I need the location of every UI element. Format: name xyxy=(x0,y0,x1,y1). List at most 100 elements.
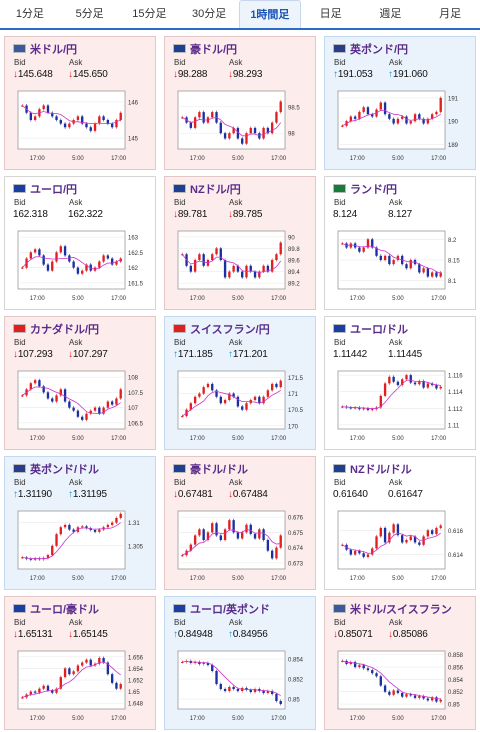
rate-card[interactable]: ユーロ/豪ドル Bid Ask 1.65131 1.65145 1.6561.6… xyxy=(4,596,156,730)
pair-name[interactable]: スイスフラン/円 xyxy=(190,324,270,336)
price-chart[interactable]: 146 145 17:00 5:00 17:00 xyxy=(14,89,149,163)
eu-uk-flag xyxy=(173,604,186,613)
rate-card[interactable]: ユーロ/ドル Bid Ask 1.11442 1.11445 1.116 1.11… xyxy=(324,316,476,450)
candle xyxy=(81,270,84,274)
candle xyxy=(211,665,214,671)
tab-3[interactable]: 30分足 xyxy=(192,8,227,20)
y-tick-label: 1.305 xyxy=(128,544,144,550)
rate-card[interactable]: スイスフラン/円 Bid Ask 171.185 171.201 171.5 17… xyxy=(164,316,316,450)
candle xyxy=(258,529,261,539)
pair-name[interactable]: ランド/円 xyxy=(350,184,398,196)
pair-name[interactable]: 米ドル/円 xyxy=(30,44,78,56)
pair-name[interactable]: NZドル/円 xyxy=(190,184,241,196)
candle xyxy=(379,527,382,537)
x-tick-label: 17:00 xyxy=(190,716,206,722)
tab-6[interactable]: 週足 xyxy=(379,8,402,20)
price-chart[interactable]: 0.616 0.614 17:00 5:00 17:00 xyxy=(334,509,469,583)
candle xyxy=(426,268,430,277)
price-chart[interactable]: 1.656 1.654 1.652 1.65 1.648 17:00 5:00 17:00 xyxy=(14,649,149,723)
rate-card[interactable]: 英ポンド/円 Bid Ask 191.053 191.060 191 190 189… xyxy=(324,36,476,170)
pair-name[interactable]: ユーロ/英ポンド xyxy=(190,604,271,616)
pair-name[interactable]: ユーロ/円 xyxy=(30,184,78,196)
ask-value: 8.127 xyxy=(388,209,413,220)
candle xyxy=(68,401,71,408)
tab-1[interactable]: 5分足 xyxy=(75,8,104,20)
tab-0[interactable]: 1分足 xyxy=(15,8,44,20)
rate-card[interactable]: 豪ドル/ドル Bid Ask 0.67481 0.67484 0.6760.67… xyxy=(164,456,316,590)
candle xyxy=(89,410,92,414)
y-tick-label: 190 xyxy=(448,120,459,126)
ask-label: Ask xyxy=(69,58,83,67)
tab-4[interactable]: 1時間足 xyxy=(239,0,301,28)
rate-card[interactable]: カナダドル/円 Bid Ask 107.293 107.297 108 107.5… xyxy=(4,316,156,450)
price-chart[interactable]: 8.2 8.15 8.1 17:00 5:00 17:00 xyxy=(334,229,469,303)
pair-name[interactable]: ユーロ/ドル xyxy=(350,324,409,336)
ask-value: 0.67484 xyxy=(228,489,268,500)
price-chart[interactable]: 90 89.8 89.6 89.4 89.2 17:00 5:00 17:00 xyxy=(174,229,309,303)
price-chart[interactable]: 0.858 0.856 0.854 0.852 0.85 17:00 5:00 17:00 xyxy=(334,649,469,723)
candle xyxy=(241,406,244,410)
candle xyxy=(405,540,408,543)
x-tick-label: 17:00 xyxy=(271,716,287,722)
candle xyxy=(219,396,222,404)
y-tick-label: 0.675 xyxy=(288,531,304,537)
price-chart[interactable]: 163 162.5 162 161.5 17:00 5:00 17:00 xyxy=(14,229,149,303)
price-chart[interactable]: 1.31 1.305 17:00 5:00 17:00 xyxy=(14,509,149,583)
pair-name[interactable]: NZドル/ドル xyxy=(350,464,412,476)
candle xyxy=(59,246,62,253)
candle xyxy=(72,529,75,532)
price-chart[interactable]: 98.5 98 17:00 5:00 17:00 xyxy=(174,89,309,163)
candle xyxy=(76,410,80,417)
pair-name[interactable]: 豪ドル/ドル xyxy=(190,464,249,476)
x-tick-label: 17:00 xyxy=(111,156,127,162)
candle xyxy=(426,530,430,537)
candle xyxy=(38,688,41,693)
tab-5[interactable]: 日足 xyxy=(319,8,342,20)
moving-average-line xyxy=(182,116,282,137)
price-chart[interactable]: 0.676 0.675 0.674 0.673 17:00 5:00 17:00 xyxy=(174,509,309,583)
candle xyxy=(115,398,118,405)
y-tick-label: 108 xyxy=(128,376,139,382)
pair-name[interactable]: 英ポンド/ドル xyxy=(30,464,100,476)
bid-label: Bid xyxy=(174,618,186,627)
plot-frame xyxy=(177,650,286,710)
rate-card[interactable]: 豪ドル/円 Bid Ask 98.288 98.293 98.5 98 17:00 5… xyxy=(164,36,316,170)
pair-name[interactable]: ユーロ/豪ドル xyxy=(30,604,100,616)
candle xyxy=(51,261,54,271)
pair-name[interactable]: 豪ドル/円 xyxy=(190,44,238,56)
candle xyxy=(115,120,118,128)
rate-card[interactable]: ユーロ/円 Bid Ask 162.318 162.322 163 162.5 16… xyxy=(4,176,156,310)
candle xyxy=(405,375,408,380)
rate-card[interactable]: ランド/円 Bid Ask 8.124 8.127 8.2 8.15 8.1 17:0… xyxy=(324,176,476,310)
rate-card[interactable]: 米ドル/円 Bid Ask 145.648 145.650 146 145 17:0… xyxy=(4,36,156,170)
price-chart[interactable]: 108 107.5 107 106.5 17:00 5:00 17:00 xyxy=(14,369,149,443)
candle xyxy=(366,107,370,115)
candle xyxy=(349,243,353,248)
candle xyxy=(396,381,400,386)
tab-2[interactable]: 15分足 xyxy=(132,8,167,20)
candle xyxy=(85,659,88,663)
pair-name[interactable]: 英ポンド/円 xyxy=(350,44,409,56)
y-tick-label: 0.85 xyxy=(288,698,300,704)
rate-card[interactable]: ユーロ/英ポンド Bid Ask 0.84948 0.84956 0.8540.… xyxy=(164,596,316,730)
pair-name[interactable]: カナダドル/円 xyxy=(30,324,100,336)
x-tick-label: 17:00 xyxy=(350,716,366,722)
bid-label: Bid xyxy=(14,478,26,487)
price-chart[interactable]: 0.854 0.852 0.85 17:00 5:00 17:00 xyxy=(174,649,309,723)
rate-card[interactable]: 米ドル/スイスフラン Bid Ask 0.85071 0.85086 0.858… xyxy=(324,596,476,730)
candle xyxy=(358,665,361,668)
rate-card[interactable]: 英ポンド/ドル Bid Ask 1.31190 1.31195 1.31 1.30… xyxy=(4,456,156,590)
price-chart[interactable]: 191 190 189 17:00 5:00 17:00 xyxy=(334,89,469,163)
ask-value: 0.84956 xyxy=(228,629,268,640)
moving-average-line xyxy=(342,532,441,554)
candle xyxy=(193,260,197,272)
price-chart[interactable]: 1.116 1.114 1.112 1.11 17:00 5:00 17:00 xyxy=(334,369,469,443)
pair-name[interactable]: 米ドル/スイスフラン xyxy=(350,604,452,616)
rate-card[interactable]: NZドル/ドル Bid Ask 0.61640 0.61647 0.616 0.6… xyxy=(324,456,476,590)
chart-svg: 1.116 1.114 1.112 1.11 17:00 5:00 17:00 xyxy=(337,370,463,442)
y-tick-label: 1.65 xyxy=(128,690,140,696)
timeframe-tabs: 1分足 5分足 15分足 30分足 1時間足 日足 週足 月足 xyxy=(0,0,480,30)
rate-card[interactable]: NZドル/円 Bid Ask 89.781 89.785 90 89.8 89.6 8… xyxy=(164,176,316,310)
price-chart[interactable]: 171.5 171 170.5 170 17:00 5:00 17:00 xyxy=(174,369,309,443)
tab-7[interactable]: 月足 xyxy=(439,8,462,20)
